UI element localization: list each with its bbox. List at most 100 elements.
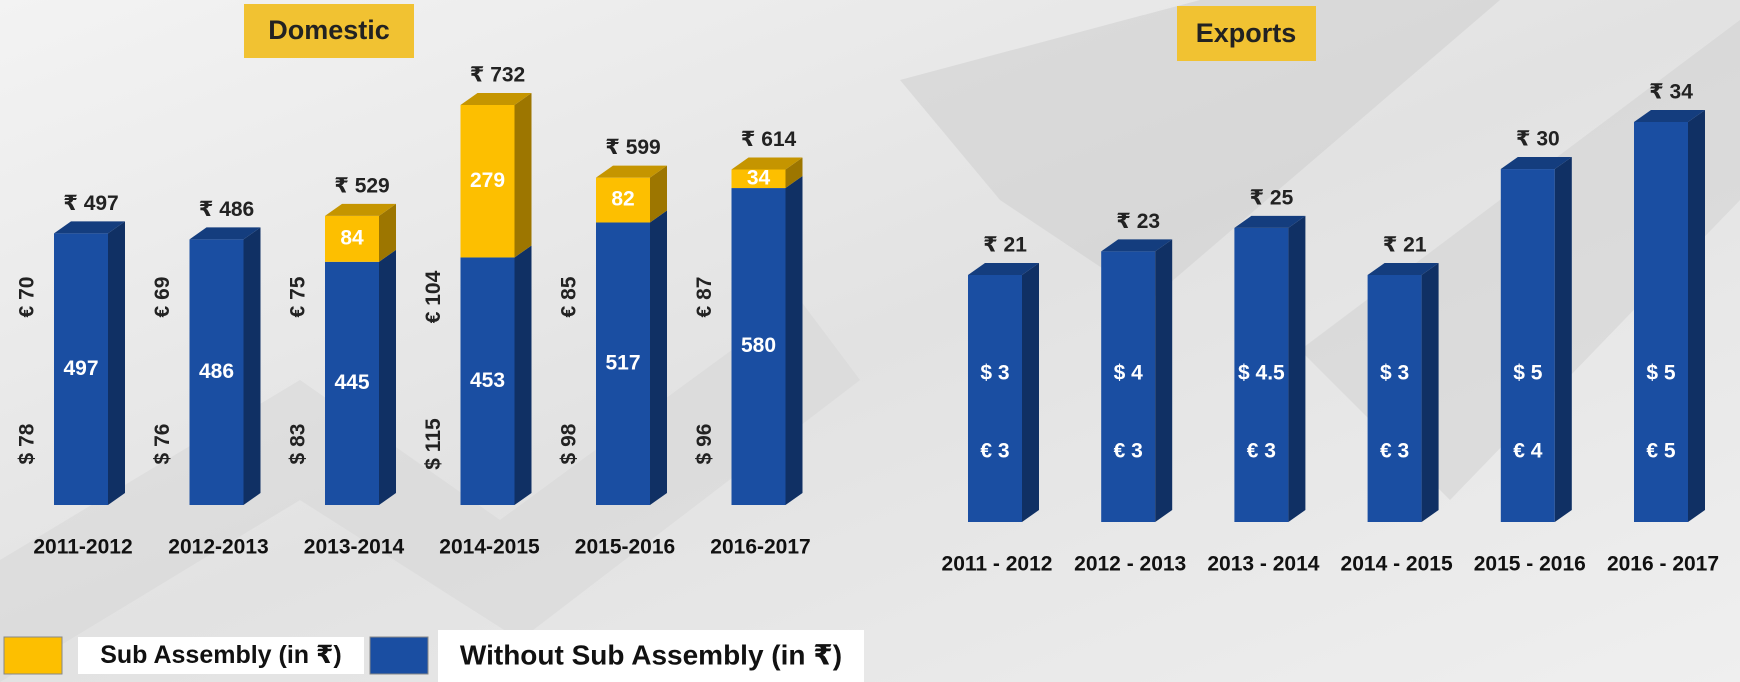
bar-top <box>1634 110 1705 122</box>
usd-label: $ 83 <box>287 424 310 465</box>
usd-label: $ 115 <box>422 418 445 470</box>
bar-value-label: 82 <box>611 188 634 211</box>
x-tick-label: 2016 - 2017 <box>1607 553 1719 576</box>
total-label: ₹ 599 <box>605 136 660 159</box>
bar-side <box>379 203 396 262</box>
legend-box <box>78 637 364 674</box>
bar-top <box>54 221 125 234</box>
x-tick-label: 2016-2017 <box>710 536 810 559</box>
bar-top <box>1234 215 1306 228</box>
x-tick-label: 2012 - 2013 <box>1074 553 1186 576</box>
value-label: ₹ 21 <box>983 233 1027 256</box>
bar <box>1634 122 1688 522</box>
eur-label: € 5 <box>1646 440 1676 463</box>
bar-top <box>1101 239 1173 252</box>
eur-label: € 3 <box>1114 440 1143 463</box>
bar-top <box>731 157 803 170</box>
usd-label: $ 78 <box>16 423 39 464</box>
bar-value-label: 453 <box>470 369 505 392</box>
usd-label: $ 3 <box>1380 362 1409 385</box>
bar-side <box>1288 215 1306 522</box>
bar <box>325 215 379 262</box>
eur-label: € 69 <box>151 277 174 318</box>
title-box <box>244 4 414 58</box>
eur-label: € 104 <box>422 270 445 323</box>
bar <box>1234 227 1289 522</box>
bar <box>460 257 515 505</box>
bar-top <box>1500 157 1572 170</box>
bg-shape <box>900 0 1500 300</box>
bar-side <box>514 93 532 258</box>
bar-top <box>596 165 667 178</box>
bar <box>1367 274 1422 522</box>
chart-title: Domestic <box>268 15 390 45</box>
title-box <box>1177 6 1316 61</box>
legend-label: Sub Assembly (in ₹) <box>100 641 342 669</box>
total-label: ₹ 614 <box>741 128 797 151</box>
bar-side <box>650 210 667 506</box>
bar-side <box>785 176 803 505</box>
legend-label: Without Sub Assembly (in ₹) <box>460 639 842 670</box>
eur-label: € 3 <box>980 440 1009 463</box>
legend-swatch <box>3 636 63 675</box>
legend-swatch <box>369 636 429 675</box>
eur-label: € 4 <box>1513 440 1543 463</box>
chart-title: Exports <box>1196 18 1297 48</box>
bar-side <box>1421 262 1439 522</box>
bar <box>731 188 786 505</box>
x-tick-label: 2014 - 2015 <box>1341 553 1453 576</box>
bar-top <box>325 203 396 216</box>
legend-box <box>438 630 864 682</box>
value-label: ₹ 23 <box>1116 210 1160 233</box>
bar <box>1500 169 1555 522</box>
usd-label: $ 4 <box>1114 362 1144 385</box>
bar-side <box>1554 157 1572 522</box>
total-label: ₹ 732 <box>470 64 525 87</box>
bar <box>325 261 379 505</box>
usd-label: $ 5 <box>1646 362 1676 385</box>
bar <box>1101 251 1156 523</box>
bar <box>968 274 1022 522</box>
bar <box>596 222 650 506</box>
usd-label: $ 76 <box>151 424 174 465</box>
total-label: ₹ 529 <box>334 174 389 197</box>
bar-side <box>379 249 396 505</box>
bar-side <box>108 221 125 506</box>
x-tick-label: 2012-2013 <box>168 536 268 559</box>
bar-value-label: 84 <box>340 226 364 249</box>
bar <box>54 233 108 506</box>
bar-top <box>189 227 261 240</box>
bar-value-label: 517 <box>605 351 640 374</box>
bar <box>460 105 515 258</box>
bar-side <box>650 165 667 223</box>
x-tick-label: 2013-2014 <box>304 536 405 559</box>
usd-label: $ 98 <box>558 423 581 464</box>
total-label: ₹ 486 <box>199 198 254 221</box>
bar-side <box>514 245 532 505</box>
bar <box>731 169 786 189</box>
eur-label: € 3 <box>1380 440 1409 463</box>
bar-side <box>1155 239 1173 523</box>
bar-top <box>460 93 532 105</box>
bar-value-label: 497 <box>63 357 98 380</box>
bg-shape <box>0 300 860 682</box>
x-tick-label: 2015-2016 <box>575 536 675 559</box>
eur-label: € 75 <box>287 276 310 317</box>
bar-side <box>1688 110 1705 522</box>
value-label: ₹ 30 <box>1516 128 1560 151</box>
bar-value-label: 580 <box>741 334 776 357</box>
eur-label: € 87 <box>693 277 716 318</box>
bar-side <box>785 157 803 189</box>
x-tick-label: 2011 - 2012 <box>942 553 1053 576</box>
x-tick-label: 2011-2012 <box>33 536 132 559</box>
usd-label: $ 3 <box>980 362 1009 385</box>
legend: Sub Assembly (in ₹) Without Sub Assembly … <box>3 630 864 682</box>
value-label: ₹ 21 <box>1383 233 1427 256</box>
usd-label: $ 5 <box>1513 362 1543 385</box>
bar-side <box>243 227 261 506</box>
eur-label: € 70 <box>16 277 39 318</box>
value-label: ₹ 25 <box>1249 186 1293 209</box>
bar-value-label: 279 <box>470 169 505 192</box>
